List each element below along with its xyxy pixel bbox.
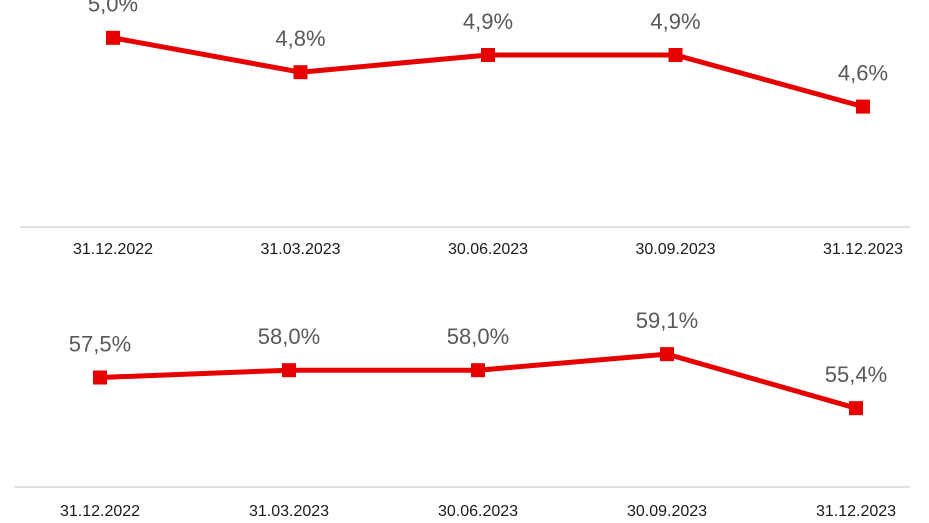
data-label: 55,4% — [825, 362, 887, 387]
x-tick-label: 31.03.2023 — [260, 241, 340, 258]
x-tick-label: 31.03.2023 — [249, 503, 329, 520]
marker — [660, 347, 674, 362]
x-tick-label: 30.06.2023 — [448, 241, 528, 258]
marker — [849, 401, 863, 416]
x-tick-label: 30.09.2023 — [627, 503, 707, 520]
data-label: 59,1% — [636, 308, 698, 333]
marker — [481, 48, 495, 62]
x-tick-label: 31.12.2022 — [60, 503, 140, 520]
data-label: 58,0% — [447, 324, 509, 349]
marker — [93, 370, 107, 385]
x-tick-label: 30.09.2023 — [635, 241, 715, 258]
data-label: 57,5% — [69, 331, 131, 356]
line — [99, 351, 857, 411]
data-label: 5,0% — [88, 0, 138, 17]
data-label: 4,8% — [275, 26, 325, 51]
x-tick-label: 31.12.2023 — [816, 503, 896, 520]
data-label: 4,6% — [838, 60, 888, 85]
marker — [293, 65, 308, 80]
x-tick-label: 30.06.2023 — [438, 503, 518, 520]
x-tick-label: 31.12.2022 — [73, 241, 153, 258]
data-label: 4,9% — [463, 9, 513, 34]
x-tick-label: 31.12.2023 — [823, 241, 903, 258]
data-label: 4,9% — [650, 9, 700, 34]
marker — [668, 48, 683, 62]
marker — [106, 30, 120, 45]
marker — [471, 363, 485, 378]
marker — [856, 99, 870, 114]
data-label: 58,0% — [258, 324, 320, 349]
marker — [282, 363, 296, 378]
